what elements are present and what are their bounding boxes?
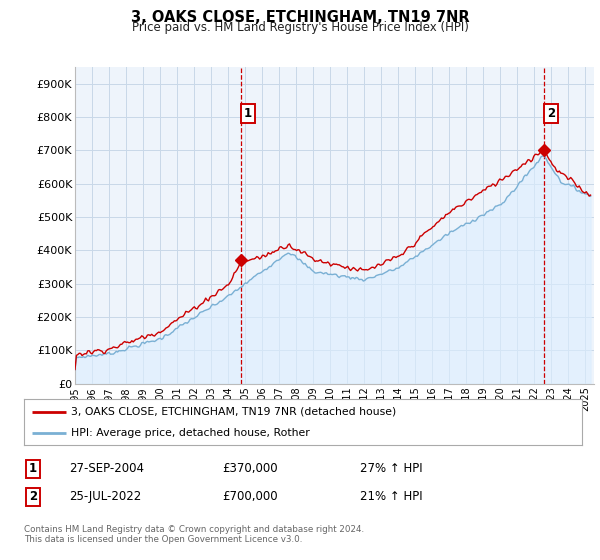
Text: Contains HM Land Registry data © Crown copyright and database right 2024.
This d: Contains HM Land Registry data © Crown c… [24, 525, 364, 544]
Text: £370,000: £370,000 [222, 462, 278, 475]
Text: 1: 1 [29, 462, 37, 475]
Text: 2: 2 [29, 490, 37, 503]
Text: 27% ↑ HPI: 27% ↑ HPI [360, 462, 422, 475]
Text: 27-SEP-2004: 27-SEP-2004 [69, 462, 144, 475]
Text: Price paid vs. HM Land Registry's House Price Index (HPI): Price paid vs. HM Land Registry's House … [131, 21, 469, 34]
Text: 21% ↑ HPI: 21% ↑ HPI [360, 490, 422, 503]
Text: 3, OAKS CLOSE, ETCHINGHAM, TN19 7NR: 3, OAKS CLOSE, ETCHINGHAM, TN19 7NR [131, 10, 469, 25]
Text: 2: 2 [547, 106, 555, 120]
Text: £700,000: £700,000 [222, 490, 278, 503]
Text: 1: 1 [244, 106, 251, 120]
Text: 3, OAKS CLOSE, ETCHINGHAM, TN19 7NR (detached house): 3, OAKS CLOSE, ETCHINGHAM, TN19 7NR (det… [71, 407, 397, 417]
Text: 25-JUL-2022: 25-JUL-2022 [69, 490, 141, 503]
Text: HPI: Average price, detached house, Rother: HPI: Average price, detached house, Roth… [71, 428, 310, 438]
